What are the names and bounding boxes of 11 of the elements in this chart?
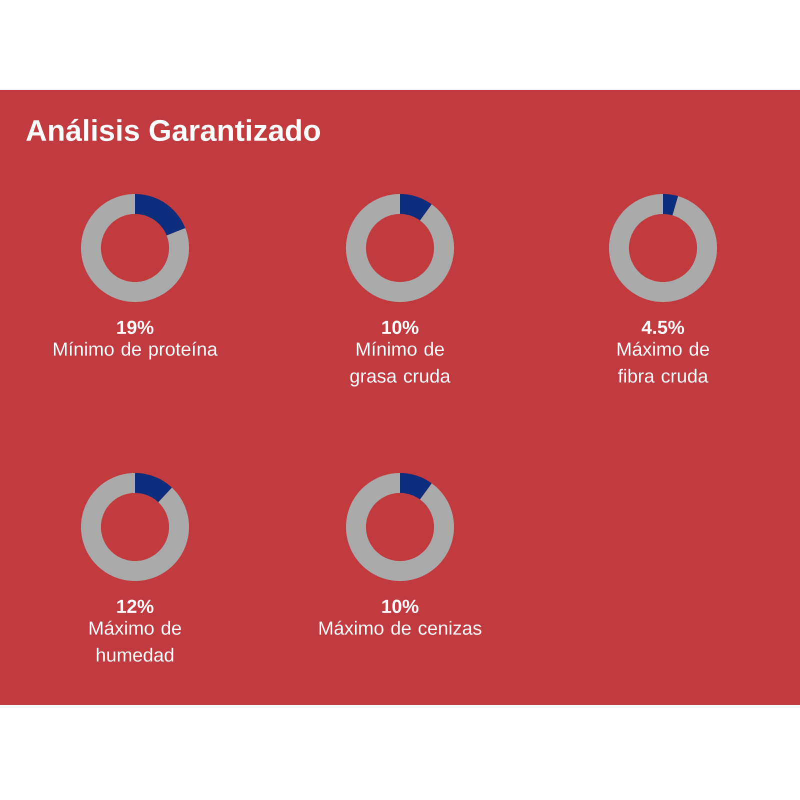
text: Mínimo de grasa cruda <box>350 342 450 386</box>
text: 10% <box>382 600 418 614</box>
text: 4.5% <box>642 320 684 334</box>
text: 19% <box>117 320 154 334</box>
text: Análisis Garantizado <box>26 118 320 142</box>
text: Máximo de humedad <box>90 620 181 662</box>
text: Máximo de cenizas <box>319 620 482 635</box>
text: 10% <box>382 320 418 334</box>
text: 12% <box>117 600 154 614</box>
text: Mínimo de proteína <box>54 342 218 360</box>
text: Máximo de fibra cruda <box>618 342 709 383</box>
